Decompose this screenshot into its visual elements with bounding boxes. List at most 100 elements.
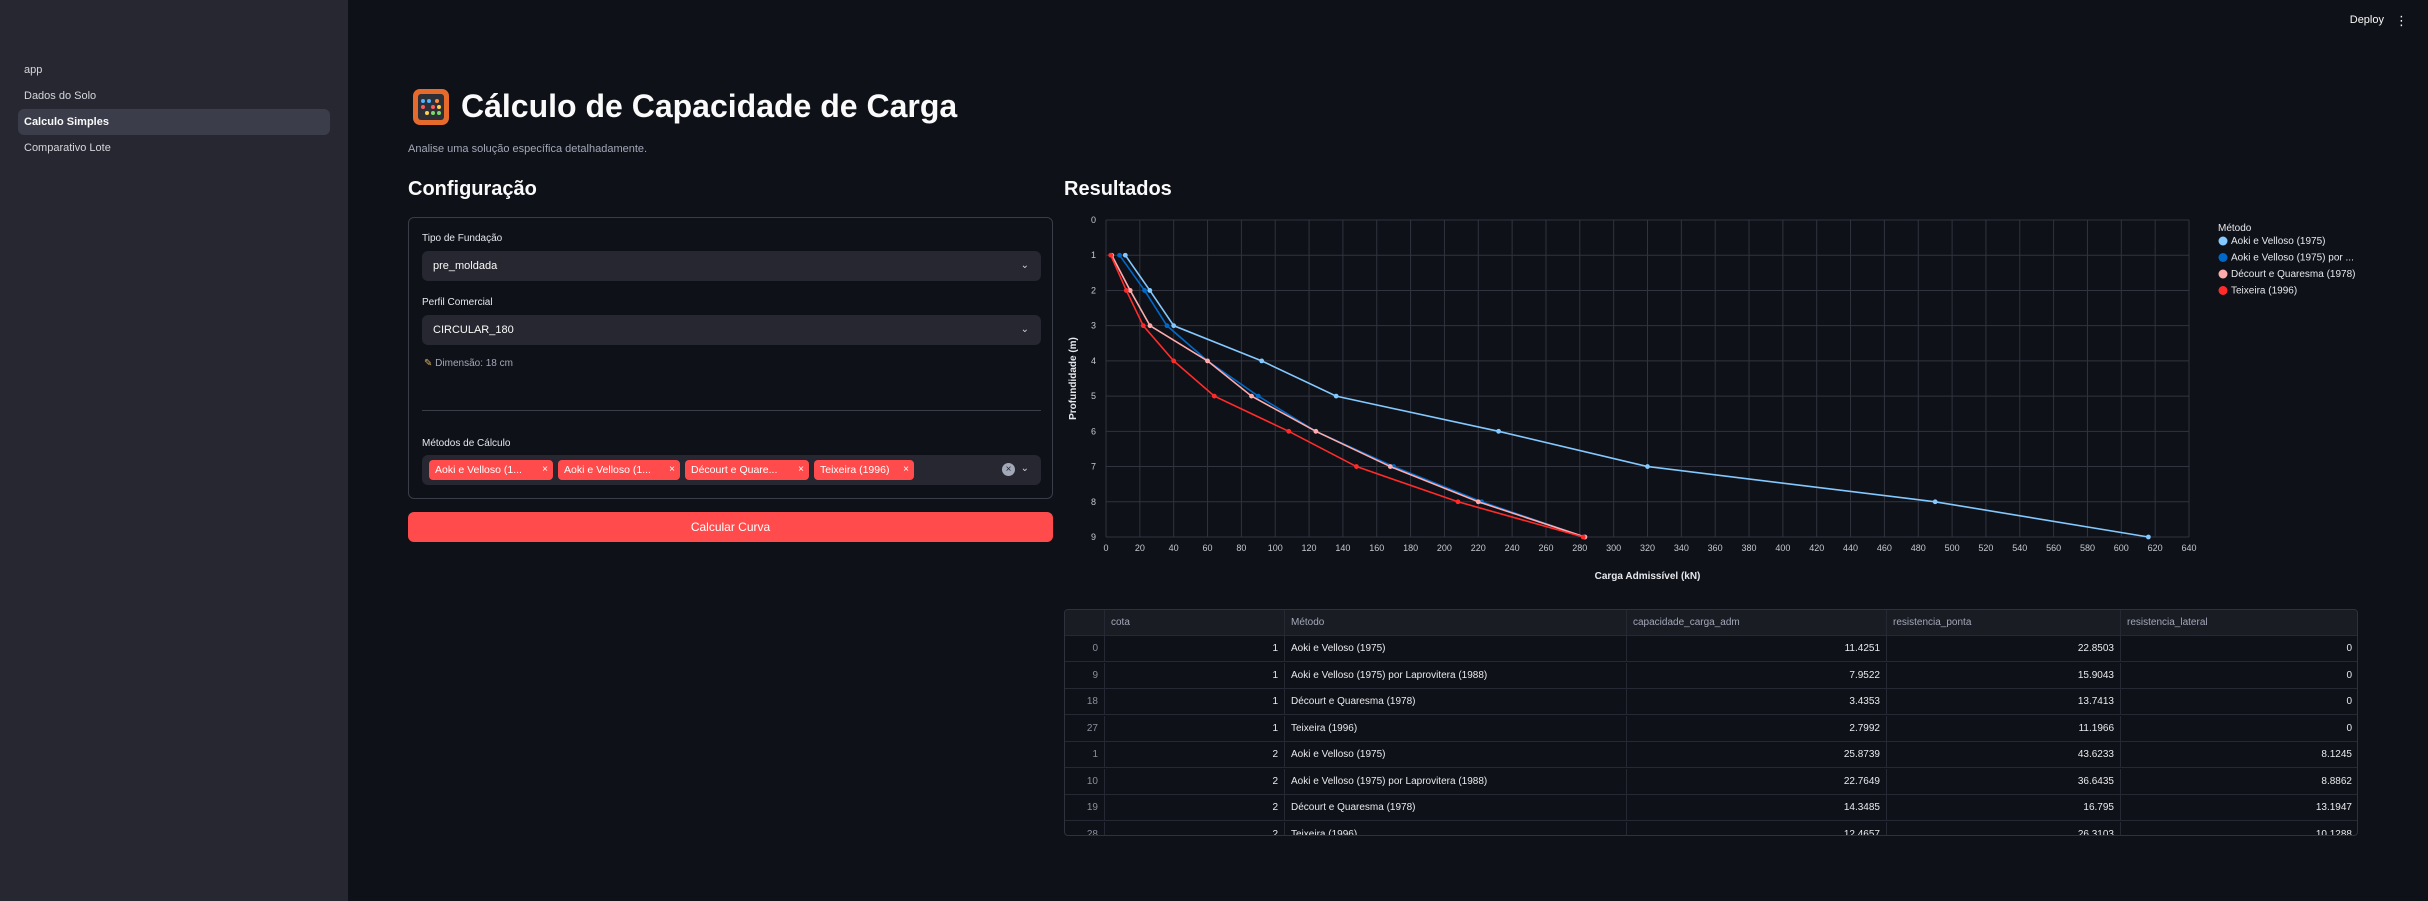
sidebar-item-dados-do-solo[interactable]: Dados do Solo [24,90,97,102]
method-chip[interactable]: Décourt e Quare... × [685,460,809,480]
x-tick-label: 380 [1742,543,1757,553]
table-column-header[interactable]: cota [1105,610,1285,636]
data-point[interactable] [1333,393,1339,399]
data-point[interactable] [1455,499,1461,505]
page-title: Cálculo de Capacidade de Carga [413,88,957,125]
method-chip[interactable]: Aoki e Velloso (1... × [558,460,680,480]
x-tick-label: 300 [1606,543,1621,553]
data-point[interactable] [1645,464,1650,469]
table-cell: 15.9043 [1887,662,2121,689]
table-row[interactable]: 0 1 Aoki e Velloso (1975) 11.4251 22.8503 0 [1065,636,2357,662]
table-cell: 27 [1065,715,1105,742]
method-chip-label: Aoki e Velloso (1... [435,464,522,476]
sidebar-item-calculo-simples[interactable]: Calculo Simples [18,109,330,135]
data-point[interactable] [1286,428,1292,434]
legend-entry[interactable]: Aoki e Velloso (1975) [2231,236,2326,247]
x-tick-label: 420 [1809,543,1824,553]
x-tick-label: 520 [1978,543,1993,553]
data-point[interactable] [1147,288,1153,293]
clear-all-icon[interactable]: × [1002,463,1015,476]
data-point[interactable] [1117,252,1122,258]
table-row[interactable]: 10 2 Aoki e Velloso (1975) por Laprovitera… [1065,768,2357,795]
table-column-header[interactable]: Método [1285,610,1627,636]
table-row[interactable]: 9 1 Aoki e Velloso (1975) por Laprovitera … [1065,662,2357,689]
table-column-header[interactable]: resistencia_lateral [2121,610,2357,636]
data-point[interactable] [1932,499,1938,505]
legend-marker[interactable] [2218,286,2228,295]
data-point[interactable] [1171,358,1177,364]
data-point[interactable] [1249,393,1254,399]
method-chip[interactable]: Teixeira (1996) × [814,460,914,480]
deploy-button[interactable]: Deploy [2349,14,2384,26]
remove-chip-icon[interactable]: × [903,464,909,475]
x-tick-label: 40 [1169,543,1179,553]
data-point[interactable] [1580,534,1586,540]
method-chip-label: Teixeira (1996) [820,464,890,476]
results-table[interactable]: cota Método capacidade_carga_adm resistenci… [1064,609,2358,836]
x-tick-label: 580 [2080,543,2095,553]
legend-marker[interactable] [2218,253,2228,262]
table-column-header[interactable]: resistencia_ponta [1887,610,2121,636]
x-tick-label: 600 [2114,543,2129,553]
data-point[interactable] [1205,358,1210,364]
data-point[interactable] [1142,288,1147,293]
data-point[interactable] [1259,358,1265,364]
data-point[interactable] [1313,428,1319,434]
chevron-down-icon[interactable]: ⌄ [1020,463,1029,474]
calculate-button[interactable]: Calcular Curva [408,512,1053,542]
data-point[interactable] [1475,499,1481,505]
data-point[interactable] [1387,464,1393,469]
data-point[interactable] [1140,323,1146,329]
foundation-type-select[interactable]: pre_moldada ⌄ [422,251,1041,281]
remove-chip-icon[interactable]: × [542,464,548,475]
table-column-header[interactable] [1065,610,1105,636]
config-heading: Configuração [408,178,537,200]
x-tick-label: 120 [1302,543,1317,553]
table-cell: 10 [1065,768,1105,795]
legend-marker[interactable] [2218,269,2228,279]
data-point[interactable] [1171,323,1177,329]
table-cell: 2 [1105,795,1285,821]
data-point[interactable] [1496,428,1501,434]
y-tick-label: 8 [1091,497,1096,507]
data-point[interactable] [1108,252,1114,258]
sidebar-item-comparativo-lote[interactable]: Comparativo Lote [24,142,111,154]
data-point[interactable] [1354,464,1359,469]
table-row[interactable]: 28 2 Teixeira (1996) 12.4657 26.3103 10.1288 [1065,821,2357,835]
legend-entry[interactable]: Décourt e Quaresma (1978) [2231,269,2356,280]
x-tick-label: 460 [1877,543,1892,553]
data-point[interactable] [1123,288,1129,293]
data-point[interactable] [2145,534,2151,540]
table-cell: 2 [1105,742,1285,768]
x-tick-label: 360 [1708,543,1723,553]
x-tick-label: 500 [1945,543,1960,553]
data-point[interactable] [1211,393,1217,399]
table-row[interactable]: 19 2 Décourt e Quaresma (1978) 14.3485 16.79… [1065,795,2357,821]
x-tick-label: 540 [2012,543,2027,553]
remove-chip-icon[interactable]: × [669,464,675,475]
table-row[interactable]: 18 1 Décourt e Quaresma (1978) 3.4353 13.741… [1065,689,2357,715]
remove-chip-icon[interactable]: × [798,464,804,475]
data-point[interactable] [1255,393,1261,399]
table-column-header[interactable]: capacidade_carga_adm [1627,610,1887,636]
data-point[interactable] [1127,288,1133,293]
sidebar-item-app[interactable]: app [24,64,43,76]
y-tick-label: 0 [1091,215,1096,225]
data-point[interactable] [1147,323,1153,329]
data-point[interactable] [1164,323,1170,329]
table-row[interactable]: 27 1 Teixeira (1996) 2.7992 11.1966 0 [1065,715,2357,742]
table-row[interactable]: 1 2 Aoki e Velloso (1975) 25.8739 43.6233 8.1… [1065,742,2357,768]
legend-marker[interactable] [2218,236,2228,246]
profile-select[interactable]: CIRCULAR_180 ⌄ [422,315,1041,345]
legend-entry[interactable]: Aoki e Velloso (1975) por ... [2231,253,2354,264]
legend-entry[interactable]: Teixeira (1996) [2231,286,2297,297]
x-tick-label: 640 [2181,543,2196,553]
method-chip[interactable]: Aoki e Velloso (1... × [429,460,553,480]
y-tick-label: 3 [1091,321,1096,331]
table-cell: 0 [2121,663,2357,689]
methods-multiselect[interactable]: Aoki e Velloso (1... × Aoki e Velloso (1..… [422,455,1041,485]
data-point[interactable] [1122,252,1128,258]
y-tick-label: 4 [1091,356,1096,366]
table-cell: 2 [1105,821,1285,835]
kebab-icon[interactable]: ⋮ [2395,13,2408,28]
